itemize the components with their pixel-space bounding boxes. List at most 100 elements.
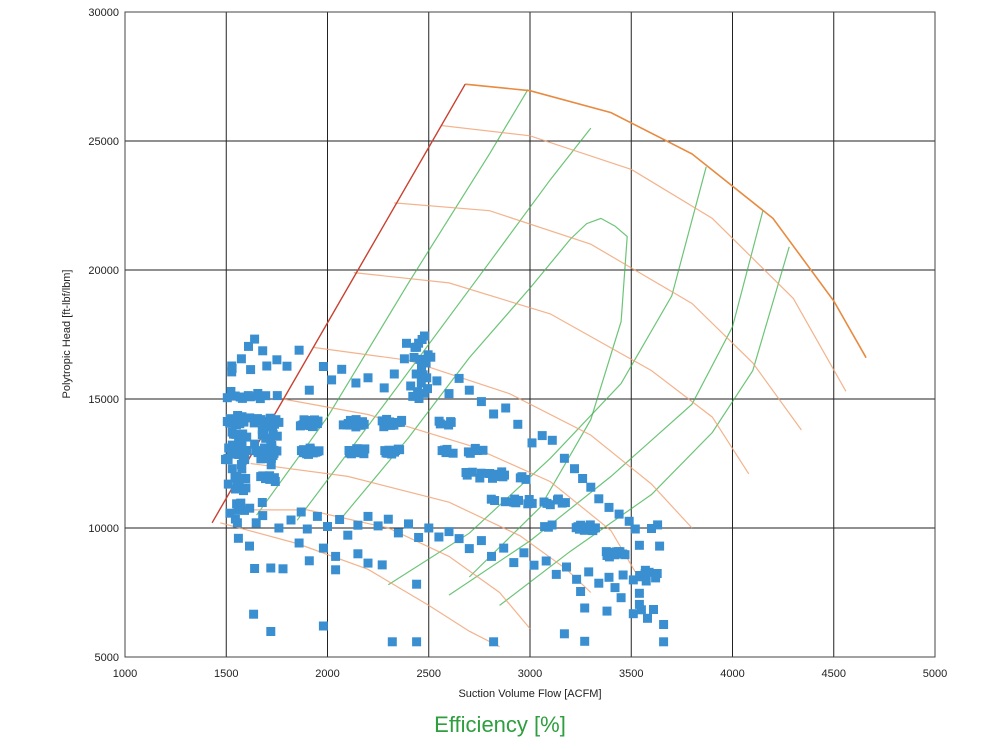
data-point xyxy=(250,439,260,449)
data-point xyxy=(542,498,552,508)
data-point xyxy=(655,541,665,551)
data-point xyxy=(227,361,237,371)
data-point xyxy=(225,508,235,518)
data-point xyxy=(301,446,311,456)
data-point xyxy=(630,524,640,534)
data-point xyxy=(594,578,604,588)
y-tick-label: 25000 xyxy=(88,136,119,148)
data-point xyxy=(236,354,246,364)
data-point xyxy=(559,629,569,639)
data-point xyxy=(540,522,550,532)
data-point xyxy=(278,564,288,574)
data-point xyxy=(547,520,557,530)
data-point xyxy=(423,384,432,394)
y-tick-label: 5000 xyxy=(95,652,119,664)
data-point xyxy=(653,520,663,530)
data-point xyxy=(618,549,628,559)
data-point xyxy=(299,415,309,425)
data-point xyxy=(318,621,328,631)
data-point xyxy=(304,556,314,566)
data-point xyxy=(612,547,621,557)
data-point xyxy=(604,572,614,582)
data-point xyxy=(393,528,403,538)
data-point xyxy=(413,387,423,397)
data-point xyxy=(551,569,561,579)
data-point xyxy=(462,470,472,480)
data-point xyxy=(397,415,407,425)
data-point xyxy=(537,431,547,441)
data-point xyxy=(635,571,645,580)
data-point xyxy=(628,609,638,619)
data-point xyxy=(253,389,263,398)
data-point xyxy=(618,570,628,580)
data-point xyxy=(470,443,480,453)
data-point xyxy=(513,419,523,429)
data-point xyxy=(604,502,614,512)
speed-line xyxy=(250,462,592,593)
data-point xyxy=(351,378,361,388)
data-point xyxy=(634,599,644,609)
data-point xyxy=(318,362,328,371)
data-point xyxy=(331,551,341,561)
data-point xyxy=(381,419,391,429)
data-point xyxy=(418,370,428,380)
data-point xyxy=(230,391,240,401)
data-point xyxy=(489,409,499,419)
data-point xyxy=(262,361,272,371)
data-point xyxy=(463,447,473,457)
data-point xyxy=(628,575,638,585)
data-point xyxy=(240,505,249,515)
data-point xyxy=(464,544,474,554)
data-point xyxy=(345,448,355,458)
data-point xyxy=(272,391,282,401)
data-point xyxy=(547,435,557,445)
speed-line xyxy=(282,398,636,573)
data-point xyxy=(636,605,646,615)
data-point xyxy=(395,445,405,455)
data-point xyxy=(258,511,268,521)
data-point xyxy=(358,417,367,427)
data-point xyxy=(387,637,397,647)
data-point xyxy=(421,358,431,368)
data-point xyxy=(389,420,399,430)
data-point xyxy=(444,527,454,537)
data-point xyxy=(254,447,264,457)
data-point xyxy=(224,443,234,453)
data-point xyxy=(602,551,612,560)
x-tick-label: 1500 xyxy=(214,668,238,680)
data-point xyxy=(350,419,360,429)
data-point xyxy=(272,355,282,365)
data-point xyxy=(402,338,411,348)
speed-line xyxy=(313,346,693,529)
data-point xyxy=(488,473,497,483)
data-point xyxy=(377,560,387,570)
data-point xyxy=(570,464,579,474)
data-point xyxy=(610,583,620,593)
data-point xyxy=(578,474,588,483)
data-point xyxy=(360,444,370,454)
data-points xyxy=(221,331,669,647)
x-tick-label: 5000 xyxy=(923,668,947,680)
data-point xyxy=(352,445,362,455)
data-point xyxy=(261,391,271,401)
data-point xyxy=(412,342,422,352)
data-point xyxy=(412,637,422,647)
efficiency-line xyxy=(296,127,592,521)
data-point xyxy=(304,385,314,395)
data-point xyxy=(274,523,284,533)
data-point xyxy=(454,534,464,544)
data-point xyxy=(311,447,321,457)
data-point xyxy=(245,503,255,513)
data-point xyxy=(241,474,251,483)
data-point xyxy=(269,448,279,458)
data-point xyxy=(266,460,276,470)
data-point xyxy=(659,620,669,629)
data-point xyxy=(298,420,308,430)
data-point xyxy=(572,574,582,584)
data-point xyxy=(478,445,488,455)
data-point xyxy=(529,560,539,570)
x-tick-label: 4000 xyxy=(720,668,744,680)
data-point xyxy=(576,587,586,596)
data-point xyxy=(233,533,243,543)
data-point xyxy=(294,345,304,355)
